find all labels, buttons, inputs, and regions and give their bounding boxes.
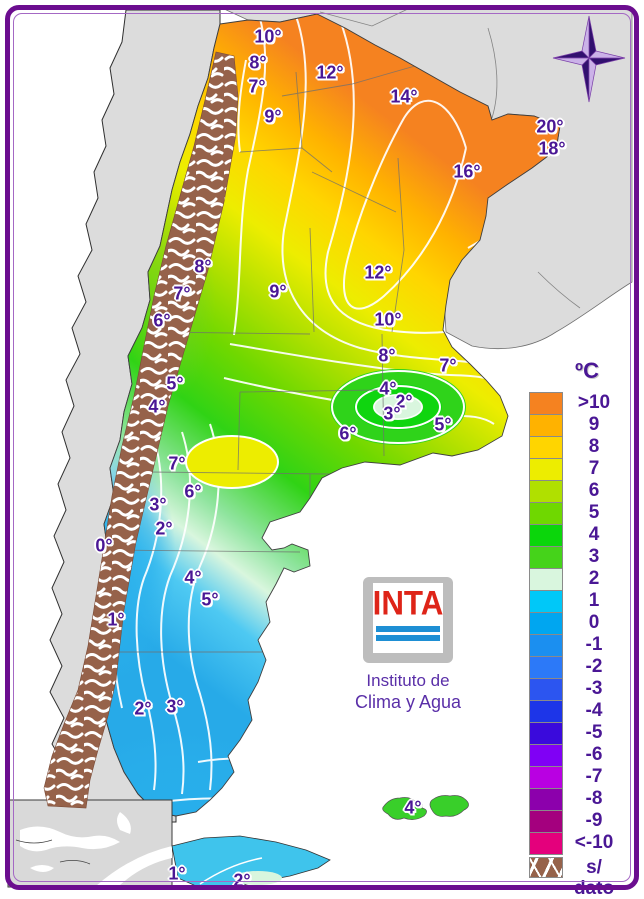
legend-entry: 3 — [529, 546, 623, 569]
legend-label: 6 — [588, 480, 600, 501]
legend-entry: -3 — [529, 678, 623, 701]
legend-swatch — [529, 524, 563, 547]
legend-label: -7 — [585, 766, 603, 787]
legend-entry: 8 — [529, 436, 623, 459]
legend-label: -8 — [585, 788, 603, 809]
legend-entry: -1 — [529, 634, 623, 657]
legend-entry: 6 — [529, 480, 623, 503]
legend-swatch — [529, 502, 563, 525]
legend-swatch — [529, 656, 563, 679]
legend-label: 4 — [588, 524, 600, 545]
legend-title: ºC — [575, 358, 599, 383]
legend-swatch — [529, 744, 563, 767]
legend-label: 7 — [588, 458, 600, 479]
legend-swatch — [529, 612, 563, 635]
argentina-border — [99, 13, 561, 817]
legend-entry: -4 — [529, 700, 623, 723]
legend-swatch — [529, 700, 563, 723]
legend-label: -6 — [585, 744, 603, 765]
legend-swatch — [529, 392, 563, 415]
inta-stripe-1 — [376, 626, 440, 632]
compass-rose-icon — [552, 15, 626, 103]
legend-entry: <-10 — [529, 832, 623, 855]
inta-stripe-2 — [376, 635, 440, 641]
legend-nodata-row: s/ dato — [529, 857, 623, 899]
inta-logo-box: INTA — [363, 577, 453, 663]
legend-entry: 9 — [529, 414, 623, 437]
south-chile-inset — [7, 799, 173, 895]
legend-label: -4 — [585, 700, 603, 721]
cool-pocket — [330, 369, 466, 445]
legend-entry: >10 — [529, 392, 623, 415]
legend-label: <-10 — [574, 832, 614, 853]
legend-label: 8 — [588, 436, 600, 457]
inta-acronym: INTA — [372, 585, 444, 623]
legend-entry: -5 — [529, 722, 623, 745]
legend-swatch — [529, 414, 563, 437]
legend-swatch — [529, 480, 563, 503]
legend-swatch — [529, 832, 563, 855]
legend-label: -1 — [585, 634, 603, 655]
legend-label: >10 — [577, 392, 611, 413]
legend-label: 3 — [588, 546, 600, 567]
malvinas-islands — [382, 795, 469, 820]
legend-entry: -8 — [529, 788, 623, 811]
institute-name-line2: Clima y Agua — [354, 692, 462, 712]
legend-label: -2 — [585, 656, 603, 677]
legend-swatch — [529, 458, 563, 481]
legend-swatch — [529, 436, 563, 459]
legend-entry: 4 — [529, 524, 623, 547]
legend-swatch — [529, 766, 563, 789]
legend-entries: >10 9 8 7 6 5 4 3 2 1 0 -1 -2 -3 -4 -5 -6 -7 -8 -9 <-10 — [529, 392, 623, 855]
inta-logo: INTA Instituto de Clima y Agua — [328, 577, 488, 713]
legend-swatch — [529, 568, 563, 591]
legend-label: -5 — [585, 722, 603, 743]
legend-label: 5 — [588, 502, 600, 523]
legend-swatch — [529, 788, 563, 811]
legend-entry: 5 — [529, 502, 623, 525]
warm-pocket — [185, 435, 279, 489]
legend-entry: -2 — [529, 656, 623, 679]
institute-name-line1: Instituto de — [366, 671, 450, 690]
no-data-andes-band — [43, 51, 239, 809]
legend-label: 1 — [588, 590, 600, 611]
legend-entry: 7 — [529, 458, 623, 481]
legend-swatch — [529, 634, 563, 657]
legend-entry: -9 — [529, 810, 623, 833]
legend-entry: -6 — [529, 744, 623, 767]
legend-swatch — [529, 678, 563, 701]
legend-entry: 2 — [529, 568, 623, 591]
legend-swatch — [529, 590, 563, 613]
no-data-swatch — [529, 857, 563, 878]
legend-label: -9 — [585, 810, 603, 831]
legend-swatch — [529, 546, 563, 569]
legend-swatch — [529, 810, 563, 833]
legend-entry: 1 — [529, 590, 623, 613]
legend-entry: -7 — [529, 766, 623, 789]
legend-label: 9 — [588, 414, 600, 435]
legend-label: 0 — [588, 612, 600, 633]
legend-entry: 0 — [529, 612, 623, 635]
no-data-label: s/ dato — [573, 857, 615, 899]
legend-label: 2 — [588, 568, 600, 589]
legend-label: -3 — [585, 678, 603, 699]
inta-logo-inner: INTA — [373, 583, 443, 653]
legend-swatch — [529, 722, 563, 745]
